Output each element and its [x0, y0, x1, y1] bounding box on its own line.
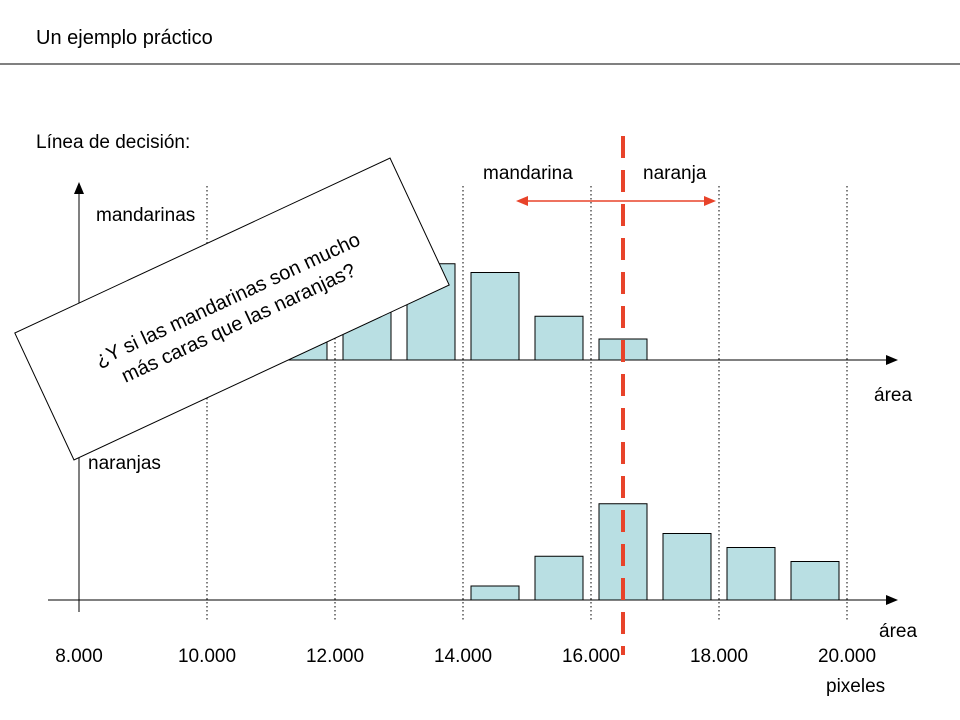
panel-label-naranjas: naranjas [88, 453, 161, 474]
naranjas-bars [470, 503, 840, 601]
x-tick-label: 8.000 [55, 646, 103, 667]
region-arrow-left-head [516, 196, 528, 206]
y-axis-arrowhead [74, 182, 84, 194]
x-unit-label: pixeles [826, 676, 885, 697]
x-tick-label: 10.000 [178, 646, 236, 667]
arrow-label-mandarina: mandarina [483, 163, 573, 184]
x-tick-label: 16.000 [562, 646, 620, 667]
region-arrow-right-head [704, 196, 716, 206]
callout-box: ¿Y si las mandarinas son mucho más caras… [14, 157, 450, 461]
panel-label-mandarinas: mandarinas [96, 205, 195, 226]
histogram-bar [534, 555, 584, 601]
histogram-bar [470, 272, 520, 361]
x-tick-label: 20.000 [818, 646, 876, 667]
x-tick-labels: 8.000 10.000 12.000 14.000 16.000 18.000 20.00… [55, 646, 876, 667]
bottom-axis-label: área [879, 621, 917, 642]
x-tick-label: 14.000 [434, 646, 492, 667]
slide-title: Un ejemplo práctico [36, 27, 213, 49]
x-tick-label: 18.000 [690, 646, 748, 667]
histogram-bar [790, 561, 840, 601]
histogram-bar [662, 533, 712, 601]
decision-line-label: Línea de decisión: [36, 132, 190, 153]
callout-border [14, 157, 450, 461]
histogram-bar [726, 547, 776, 601]
arrow-label-naranja: naranja [643, 163, 707, 184]
top-axis-label: área [874, 385, 912, 406]
top-x-axis-arrowhead [886, 355, 898, 365]
x-tick-label: 12.000 [306, 646, 364, 667]
histogram-bar [470, 585, 520, 601]
histogram-bar [534, 315, 584, 361]
bottom-x-axis-arrowhead [886, 595, 898, 605]
